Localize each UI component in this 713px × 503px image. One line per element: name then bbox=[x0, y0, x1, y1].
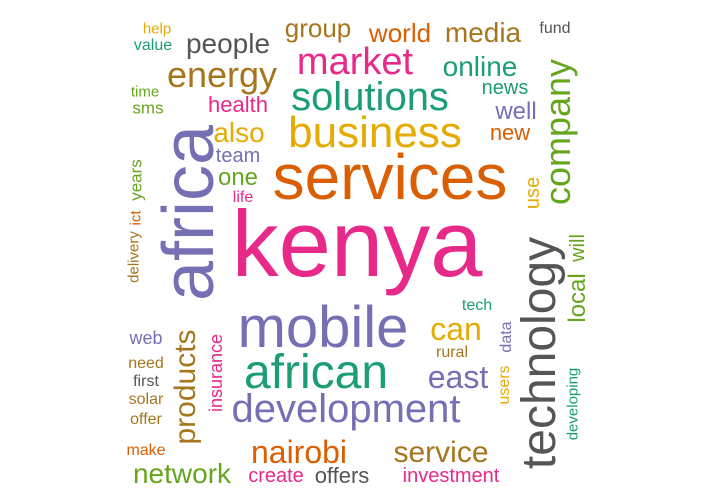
word-media: media bbox=[444, 17, 522, 48]
word-market: market bbox=[296, 41, 414, 83]
word-group: group bbox=[284, 13, 352, 43]
word-nairobi: nairobi bbox=[250, 434, 348, 470]
word-also: also bbox=[213, 117, 265, 148]
word-local: local bbox=[564, 273, 591, 323]
word-tech: tech bbox=[461, 297, 493, 314]
word-world: world bbox=[368, 18, 432, 48]
word-ict: ict bbox=[127, 210, 145, 226]
word-create: create bbox=[248, 465, 304, 487]
word-africa: africa bbox=[149, 124, 229, 302]
word-web: web bbox=[129, 328, 163, 348]
word-mobile: mobile bbox=[237, 295, 409, 360]
word-development: development bbox=[231, 387, 461, 431]
word-can: can bbox=[430, 311, 482, 347]
word-service: service bbox=[393, 436, 489, 469]
word-services: services bbox=[272, 141, 508, 213]
word-insurance: insurance bbox=[206, 333, 226, 413]
word-products: products bbox=[169, 329, 202, 445]
word-african: african bbox=[243, 346, 389, 399]
word-company: company bbox=[537, 58, 578, 206]
word-news: news bbox=[481, 77, 529, 99]
word-health: health bbox=[208, 92, 268, 117]
word-network: network bbox=[132, 458, 232, 489]
word-fund: fund bbox=[539, 20, 571, 37]
word-well: well bbox=[495, 98, 537, 125]
word-technology: technology bbox=[513, 236, 566, 470]
word-rural: rural bbox=[435, 344, 469, 361]
word-delivery: delivery bbox=[125, 231, 143, 283]
word-years: years bbox=[126, 159, 146, 201]
word-first: first bbox=[133, 373, 159, 390]
word-sms: sms bbox=[132, 98, 164, 118]
word-use: use bbox=[522, 176, 544, 210]
word-offers: offers bbox=[314, 463, 370, 488]
word-help: help bbox=[142, 20, 172, 38]
word-offer: offer bbox=[130, 411, 162, 428]
word-energy: energy bbox=[166, 54, 278, 95]
word-life: life bbox=[232, 189, 254, 206]
word-users: users bbox=[496, 365, 513, 405]
word-developing: developing bbox=[564, 367, 582, 441]
word-one: one bbox=[217, 164, 259, 191]
word-people: people bbox=[185, 28, 271, 59]
word-east: east bbox=[427, 359, 489, 395]
word-data: data bbox=[498, 321, 515, 353]
word-kenya: kenya bbox=[231, 191, 483, 296]
word-need: need bbox=[128, 355, 164, 372]
word-solutions: solutions bbox=[291, 75, 449, 119]
word-time: time bbox=[130, 83, 160, 101]
word-will: will bbox=[567, 234, 589, 262]
word-investment: investment bbox=[402, 465, 500, 487]
word-new: new bbox=[489, 120, 531, 145]
word-value: value bbox=[133, 37, 173, 54]
word-team: team bbox=[215, 145, 261, 167]
word-solar: solar bbox=[128, 391, 164, 408]
word-business: business bbox=[288, 108, 462, 157]
word-make: make bbox=[126, 442, 166, 459]
word-online: online bbox=[442, 51, 518, 82]
